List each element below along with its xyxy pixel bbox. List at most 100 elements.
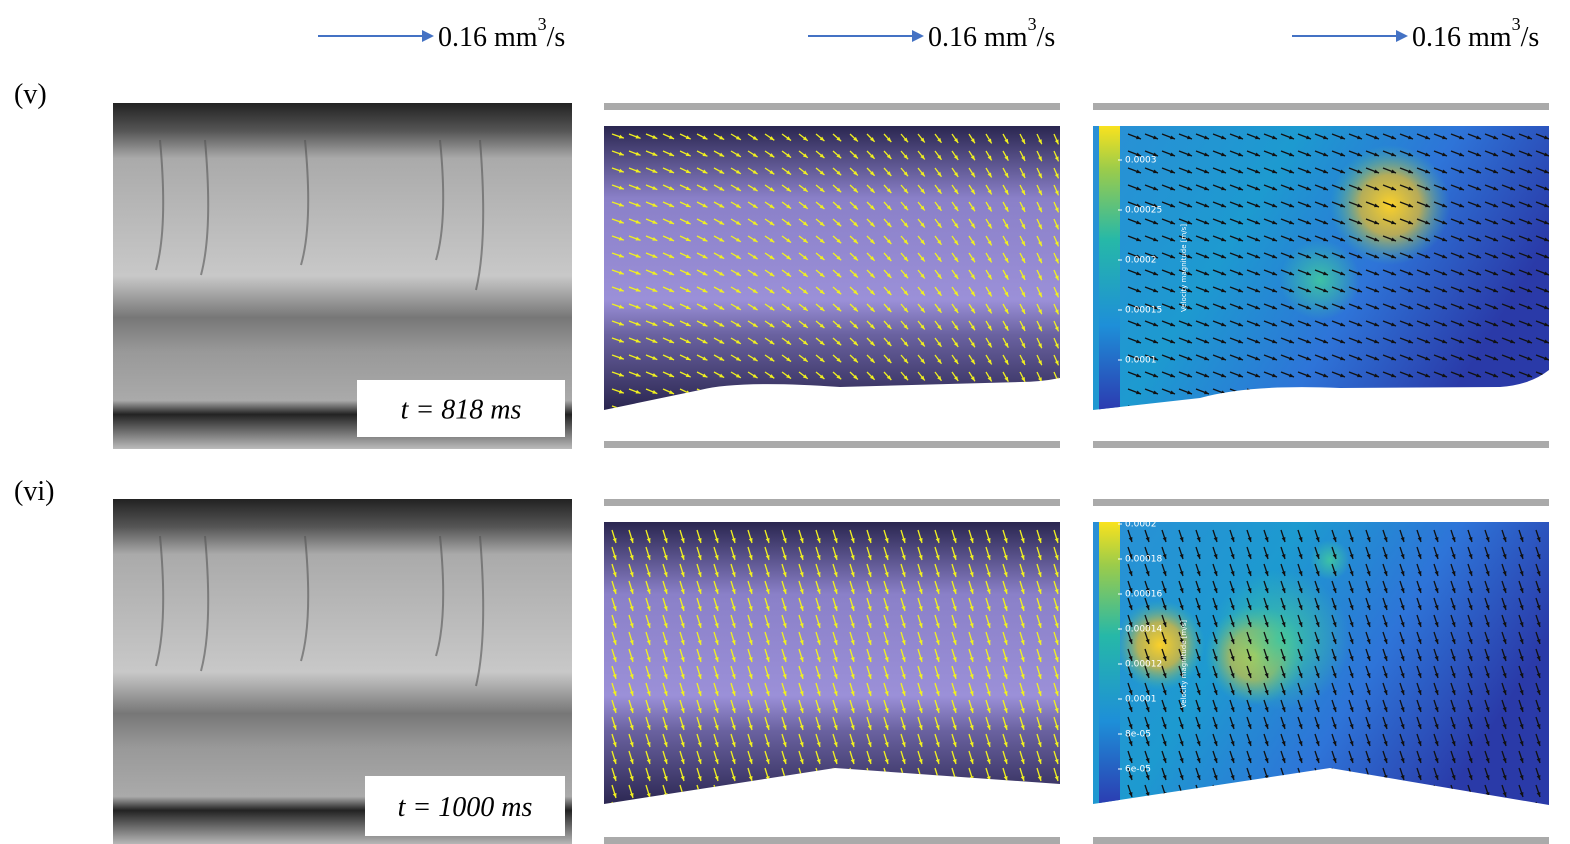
vector-head — [851, 776, 855, 781]
vector-head — [1153, 408, 1158, 412]
vector-head — [1055, 793, 1059, 798]
vector-head — [664, 810, 668, 815]
vector-head — [1452, 809, 1456, 814]
vector-head — [800, 810, 804, 815]
vector — [867, 802, 871, 815]
vector-head — [766, 793, 770, 798]
vector-head — [1231, 809, 1235, 814]
vector — [1332, 406, 1345, 411]
scale-label: 0.16 mm3/s — [928, 14, 1055, 53]
vector-head — [817, 776, 821, 781]
vector-head — [1021, 394, 1025, 399]
vector — [935, 802, 939, 815]
vector — [918, 406, 925, 414]
vector — [952, 785, 956, 798]
vector — [1417, 802, 1421, 814]
vector-head — [715, 810, 719, 815]
scale-exponent: 3 — [1028, 14, 1037, 34]
vector-head — [1146, 809, 1150, 814]
vector — [1054, 802, 1058, 815]
vector-head — [1055, 394, 1059, 399]
vector-head — [1408, 391, 1413, 395]
vector — [986, 802, 990, 815]
vector-head — [936, 810, 940, 815]
vector-head — [1299, 792, 1303, 797]
wall-bar — [1093, 441, 1549, 448]
heat-blob — [1210, 570, 1350, 710]
vector-head — [1265, 792, 1269, 797]
vector — [1366, 406, 1379, 411]
vector — [1281, 802, 1285, 814]
time-label: t = 1000 ms — [398, 792, 533, 823]
vector-head — [769, 391, 774, 395]
colorbar-tick-label: 0.0003 — [1125, 156, 1157, 166]
scale-label: 0.16 mm3/s — [438, 14, 565, 53]
vector-head — [987, 793, 991, 798]
vector — [1145, 802, 1149, 814]
vector — [901, 389, 908, 397]
vector — [714, 785, 718, 798]
vector — [799, 785, 803, 798]
vector-head — [1255, 391, 1260, 395]
vector — [1037, 802, 1041, 815]
scale-arrowhead — [912, 30, 924, 42]
vector-head — [936, 793, 940, 798]
vector-head — [1493, 391, 1498, 395]
vector-head — [834, 793, 838, 798]
colorbar-tick-label: 0.0002 — [1125, 256, 1157, 266]
vector-head — [971, 393, 975, 398]
flow-field — [604, 522, 1060, 815]
vector — [1519, 406, 1532, 411]
colorbar-tick-label: 0.00015 — [1125, 306, 1162, 316]
vector-head — [1021, 411, 1025, 416]
vector-head — [885, 776, 889, 781]
vector-head — [1180, 792, 1184, 797]
vector — [1536, 802, 1540, 814]
vector — [816, 406, 824, 413]
wall-bar — [604, 499, 1060, 506]
vector — [748, 802, 752, 815]
vector-head — [783, 810, 787, 815]
vector-head — [1544, 374, 1549, 378]
vector-head — [902, 810, 906, 815]
vector-head — [1357, 391, 1362, 395]
vector-head — [1289, 391, 1294, 395]
colorbar-tick-label: 0.00014 — [1125, 625, 1162, 635]
vector-head — [1055, 411, 1059, 416]
vector — [1145, 406, 1158, 411]
vector-head — [1272, 408, 1277, 412]
vector-head — [936, 776, 940, 781]
vector — [1366, 802, 1370, 814]
vector-head — [1316, 775, 1320, 780]
vector-head — [1340, 391, 1345, 395]
vector — [1213, 406, 1226, 411]
vector — [952, 406, 958, 415]
velocity-map: 0.00030.000250.00020.000150.0001Velocity… — [1093, 126, 1549, 416]
vector-head — [1136, 408, 1141, 412]
vector-head — [1391, 391, 1396, 395]
vector-head — [753, 391, 758, 395]
vector — [1230, 802, 1234, 814]
vector — [1502, 802, 1506, 814]
vector-head — [1537, 809, 1541, 814]
vector — [918, 389, 925, 397]
vector — [731, 406, 741, 412]
row: (v)t = 818 ms0.00030.000250.00020.000150… — [14, 79, 1549, 449]
vector-head — [851, 810, 855, 815]
vector-head — [736, 391, 741, 395]
scale-arrowhead — [1396, 30, 1408, 42]
vector-head — [1306, 391, 1311, 395]
vector-head — [1282, 792, 1286, 797]
vector — [714, 389, 724, 395]
vector — [1400, 802, 1404, 814]
vector-head — [1197, 809, 1201, 814]
vector-head — [1510, 408, 1515, 412]
vector-head — [1204, 408, 1209, 412]
vector-head — [800, 793, 804, 798]
vector — [833, 389, 841, 396]
vector-head — [702, 391, 707, 395]
vector — [1536, 406, 1549, 411]
vector — [850, 785, 854, 798]
vector — [782, 802, 786, 815]
vector — [935, 785, 939, 798]
